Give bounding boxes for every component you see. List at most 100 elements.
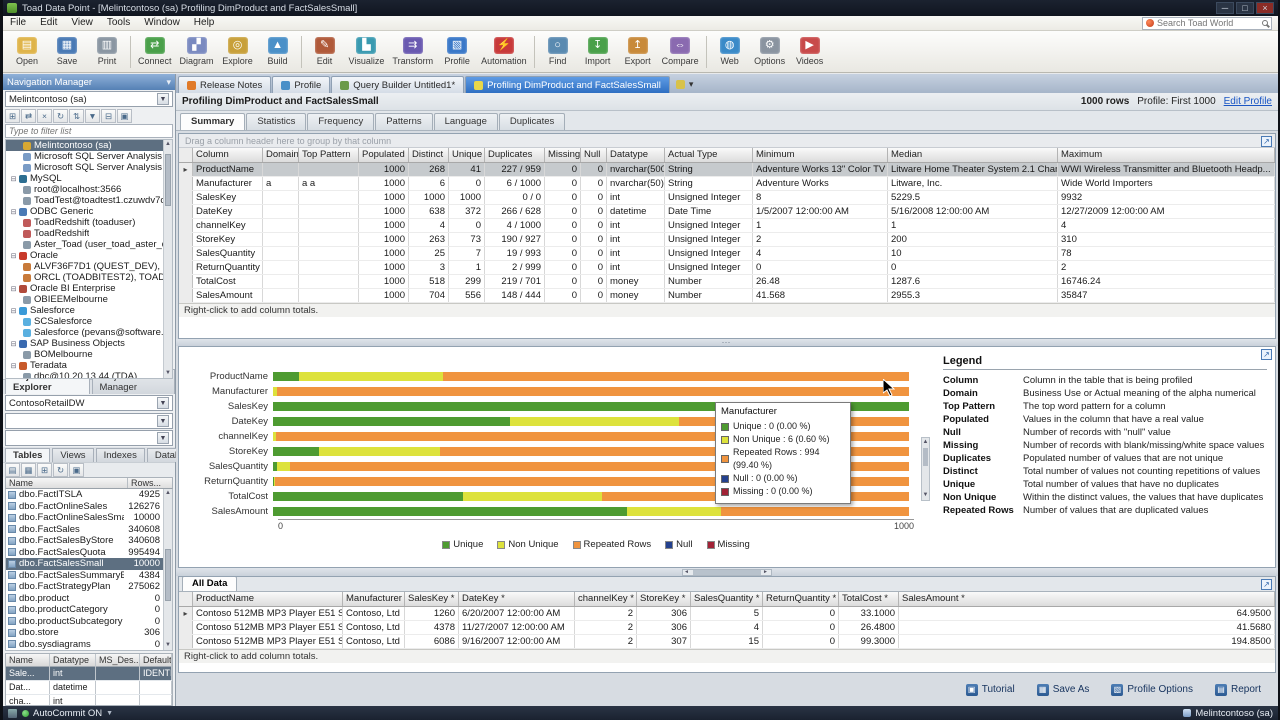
column-header-manufacturer[interactable]: Manufacturer [343,592,405,606]
filter-icon[interactable]: ▼ [85,109,100,123]
tree-item[interactable]: Melintcontoso (sa) [6,140,172,151]
data-row[interactable]: ▸Contoso 512MB MP3 Player E51 SilverCont… [179,607,1275,621]
tree-item[interactable]: ToadRedshift (toaduser) [6,217,172,228]
sort-icon[interactable]: ⇅ [69,109,84,123]
tree-item[interactable]: ALVF36F7D1 (QUEST_DEV), QUES... [6,261,172,272]
column-header-msdes[interactable]: MS_Des... [96,654,140,667]
column-header-distinct[interactable]: Distinct [409,148,449,162]
build-button[interactable]: ▲ Build [258,33,298,71]
export-button[interactable]: ↥ Export [618,33,658,71]
column-row[interactable]: Sale...int IDENTIT... [6,667,172,681]
refresh-list-icon[interactable]: ↻ [53,463,68,477]
print-button[interactable]: ▥ Print [87,33,127,71]
column-header-maximum[interactable]: Maximum [1058,148,1275,162]
expand-panel-icon[interactable]: ↗ [1261,579,1272,590]
data-row[interactable]: Contoso 512MB MP3 Player E51 SilverConto… [179,635,1275,649]
tree-item[interactable]: ⊟ SAP Business Objects [6,338,172,349]
tree-item[interactable]: ⊟ Teradata [6,360,172,371]
new-connection-icon[interactable]: ⊞ [5,109,20,123]
summary-row[interactable]: SalesKey 1000 1000 1000 0 / 0 0 0 int Unsigned I… [179,191,1275,205]
menu-item-edit[interactable]: Edit [40,17,58,28]
column-header-null[interactable]: Null [581,148,607,162]
menu-item-file[interactable]: File [10,17,27,28]
scroll-left-icon[interactable]: ◄ [684,569,691,575]
chart-scrollbar[interactable]: ▲ ▼ [921,437,930,501]
search-input[interactable] [1157,18,1262,28]
transform-button[interactable]: ⇉ Transform [388,33,437,71]
tree-item[interactable]: ⊟ ODBC Generic [6,206,172,217]
tab-language[interactable]: Language [433,113,498,130]
table-list-item[interactable]: dbo.productCategory 0 [6,604,172,616]
status-connection-label[interactable]: Melintcontoso (sa) [1195,707,1273,719]
tree-item[interactable]: Microsoft SQL Server Analysis Servic... [6,151,172,162]
expand-icon[interactable]: ⊟ [10,307,17,315]
chevron-down-icon[interactable]: ▼ [157,415,169,427]
tree-item[interactable]: dbc@10.20.13.44 (TDA) [6,371,172,378]
menu-item-window[interactable]: Window [144,17,180,28]
document-tab[interactable]: Profiling DimProduct and FactSalesSmall [465,76,670,93]
table-list-item[interactable]: dbo.product 0 [6,593,172,605]
tree-item[interactable]: Aster_Toad (user_toad_aster_dba) [6,239,172,250]
column-header-datatype[interactable]: Datatype [607,148,665,162]
menu-item-tools[interactable]: Tools [106,17,131,28]
tab-frequency[interactable]: Frequency [307,113,375,130]
tab-duplicates[interactable]: Duplicates [498,113,566,130]
summary-row[interactable]: channelKey 1000 4 0 4 / 1000 0 0 int Unsigned In… [179,219,1275,233]
tree-item[interactable]: Salesforce (pevans@software.del... [6,327,172,338]
summary-row[interactable]: Manufacturer a a a 1000 6 0 6 / 1000 0 0 nvarchar… [179,177,1275,191]
connect-icon[interactable]: ⇄ [21,109,36,123]
summary-row[interactable]: DateKey 1000 638 372 266 / 628 0 0 datetime Date… [179,205,1275,219]
edit-profile-link[interactable]: Edit Profile [1223,96,1272,107]
group-by-band[interactable]: Drag a column header here to group by th… [179,134,1275,148]
tree-item[interactable]: ⊟ Oracle [6,250,172,261]
diagram-button[interactable]: ▞ Diagram [176,33,218,71]
menu-item-help[interactable]: Help [193,17,215,28]
document-tab[interactable]: Release Notes [178,76,272,93]
compare-button[interactable]: ⇔ Compare [658,33,703,71]
add-table-icon[interactable]: ⊞ [37,463,52,477]
tree-item[interactable]: OBIEEMelbourne [6,294,172,305]
report-button[interactable]: ▤ Report [1206,681,1270,699]
automation-button[interactable]: ⚡ Automation [477,33,531,71]
column-row[interactable]: Dat... datetime [6,681,172,695]
tab-patterns[interactable]: Patterns [375,113,433,130]
table-list-item[interactable]: dbo.productSubcategory 0 [6,616,172,628]
tree-item[interactable]: BOMelbourne [6,349,172,360]
autocommit-toggle[interactable]: AutoCommit ON [33,707,103,719]
horizontal-scrollbar[interactable]: ◄ ► [682,568,772,576]
tree-item[interactable]: SCSalesforce [6,316,172,327]
expand-panel-icon[interactable]: ↗ [1261,136,1272,147]
column-header-actual-type[interactable]: Actual Type [665,148,753,162]
expand-icon[interactable]: ⊟ [10,362,17,370]
tree-item[interactable]: ⊟ Salesforce [6,305,172,316]
save-as-button[interactable]: ▦ Save As [1028,681,1099,699]
column-header-minimum[interactable]: Minimum [753,148,888,162]
tab-list-dropdown[interactable]: ▾ [671,76,699,93]
table-list-item[interactable]: dbo.sysdiagrams 0 [6,639,172,651]
table-list-item[interactable]: dbo.FactSales 340608 [6,524,172,536]
column-header-saleskey-[interactable]: SalesKey * [405,592,459,606]
column-header-datatype[interactable]: Datatype [50,654,96,667]
chevron-down-icon[interactable]: ▼ [157,93,169,105]
column-header-column[interactable]: Column [193,148,263,162]
tree-item[interactable]: ToadTest@toadtest1.czuwdv7c... [6,195,172,206]
collapse-all-icon[interactable]: ⊟ [101,109,116,123]
column-header-populated[interactable]: Populated [359,148,409,162]
scroll-thumb[interactable] [693,569,761,575]
tab-indexes[interactable]: Indexes [95,448,145,462]
edit-button[interactable]: ✎ Edit [305,33,345,71]
column-header-domain[interactable]: Domain [263,148,299,162]
column-header-name[interactable]: Name [6,654,50,667]
document-tab[interactable]: Profile [272,76,331,93]
column-header-channelkey-[interactable]: channelKey * [575,592,637,606]
open-button[interactable]: ▤ Open [7,33,47,71]
chevron-down-icon[interactable]: ▼ [157,432,169,444]
scroll-down-icon[interactable]: ▼ [165,370,171,376]
scroll-up-icon[interactable]: ▲ [165,141,171,147]
menu-item-view[interactable]: View [71,17,93,28]
maximize-button[interactable]: □ [1236,2,1254,14]
visualize-button[interactable]: ▙ Visualize [345,33,389,71]
tab-all-data[interactable]: All Data [182,577,238,591]
disconnect-icon[interactable]: × [37,109,52,123]
column-header-name[interactable]: Name [6,478,128,488]
